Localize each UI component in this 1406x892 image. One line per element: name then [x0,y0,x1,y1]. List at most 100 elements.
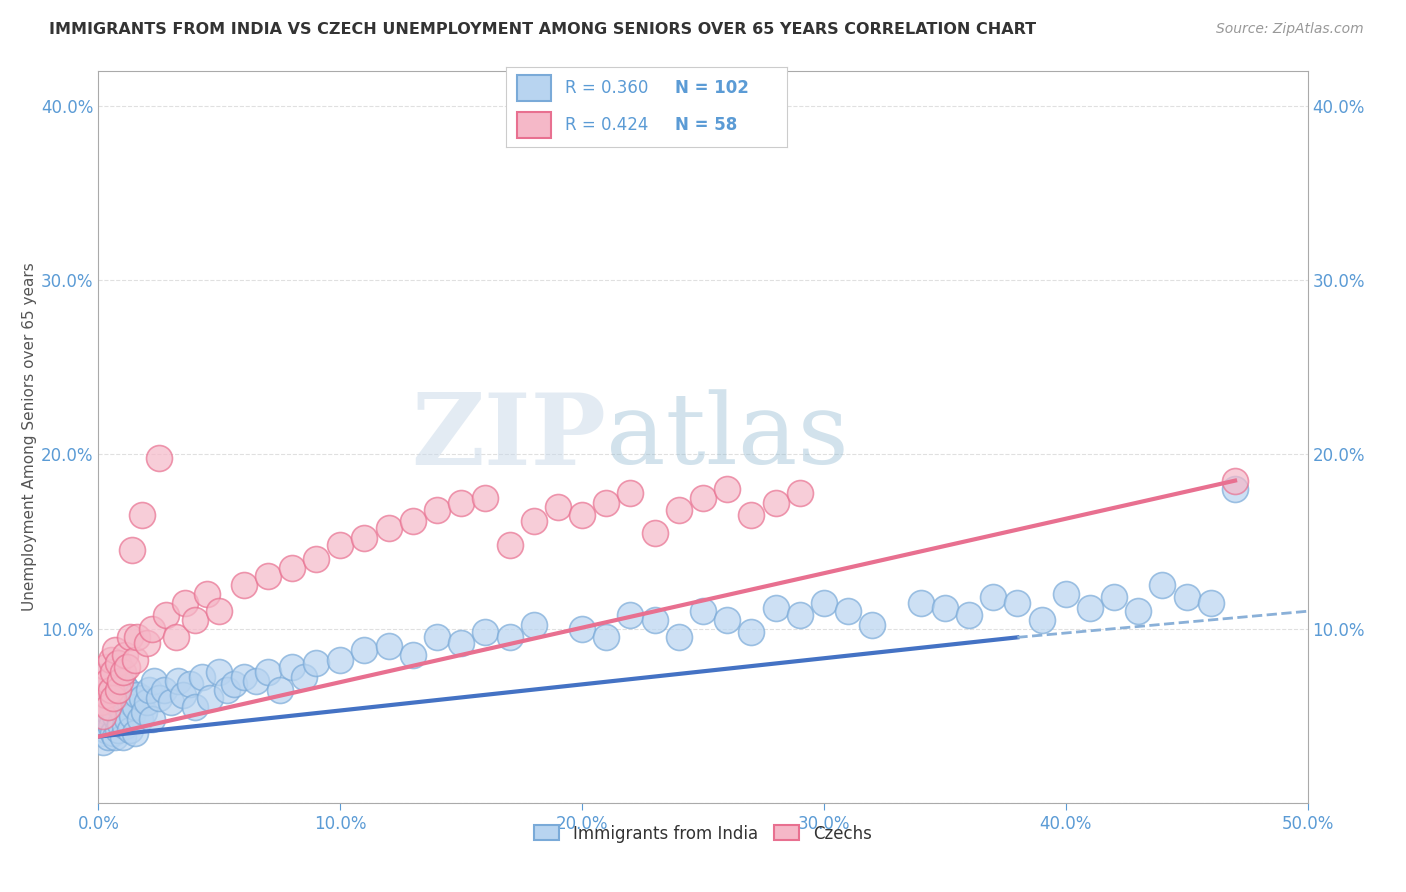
Point [124,653,146,667]
Y-axis label: Unemployment Among Seniors over 65 years: Unemployment Among Seniors over 65 years [22,263,38,611]
Point [305,657,328,671]
Point [208,604,231,618]
Text: N = 58: N = 58 [675,116,737,134]
Point [668,503,690,517]
Point [90,726,112,740]
Point [107,657,129,671]
Point [90,700,112,714]
Point [111,730,134,744]
Point [104,708,127,723]
Point [117,712,139,726]
Point [184,700,207,714]
Point [1152,578,1174,592]
Point [91,712,114,726]
Point [523,514,546,528]
Point [402,648,425,662]
Point [107,673,129,688]
Point [90,682,112,697]
Point [329,538,352,552]
Point [256,569,278,583]
Point [329,653,352,667]
Point [91,677,114,691]
Point [179,677,201,691]
Point [135,635,157,649]
Point [172,688,194,702]
Point [1031,613,1053,627]
Point [124,700,146,714]
Point [1175,591,1198,605]
Point [94,688,117,702]
Legend: Immigrants from India, Czechs: Immigrants from India, Czechs [527,818,879,849]
Point [195,587,218,601]
Point [131,508,153,523]
Point [269,682,291,697]
Point [595,631,617,645]
Point [426,503,449,517]
Point [121,543,143,558]
Point [107,682,129,697]
Point [353,642,375,657]
Point [118,631,141,645]
Point [107,698,129,713]
Point [101,726,124,740]
Point [108,673,131,688]
Point [101,702,124,716]
Point [114,648,136,662]
Point [141,712,163,726]
Point [155,607,177,622]
Point [104,730,127,744]
Point [104,642,127,657]
Point [692,491,714,505]
Point [100,682,122,697]
Point [97,673,120,688]
Point [101,665,124,680]
Point [1054,587,1077,601]
Point [305,552,328,566]
Point [281,660,304,674]
Point [1078,600,1101,615]
Point [215,682,238,697]
Point [148,691,170,706]
Point [101,691,124,706]
Point [100,673,122,688]
Point [498,538,520,552]
Point [716,613,738,627]
Point [128,712,150,726]
Point [1199,595,1222,609]
FancyBboxPatch shape [517,112,551,137]
Point [281,560,304,574]
Point [100,719,122,733]
Point [107,723,129,737]
Point [1007,595,1029,609]
Point [668,631,690,645]
Point [114,691,136,706]
Point [97,730,120,744]
Point [94,677,117,691]
Point [117,660,139,674]
Point [184,613,207,627]
Point [191,670,214,684]
Point [474,491,496,505]
Point [232,670,254,684]
Point [94,660,117,674]
Point [174,595,197,609]
Text: atlas: atlas [606,389,849,485]
Point [450,635,472,649]
Point [837,604,859,618]
Point [765,496,787,510]
Point [117,682,139,697]
Point [692,604,714,618]
Point [148,450,170,465]
Point [91,708,114,723]
Point [547,500,569,514]
Point [198,691,221,706]
Point [981,591,1004,605]
Point [114,719,136,733]
Point [138,682,160,697]
Point [111,677,134,691]
Point [860,618,883,632]
Point [108,691,131,706]
Point [1102,591,1125,605]
Point [160,695,183,709]
Text: N = 102: N = 102 [675,78,749,96]
